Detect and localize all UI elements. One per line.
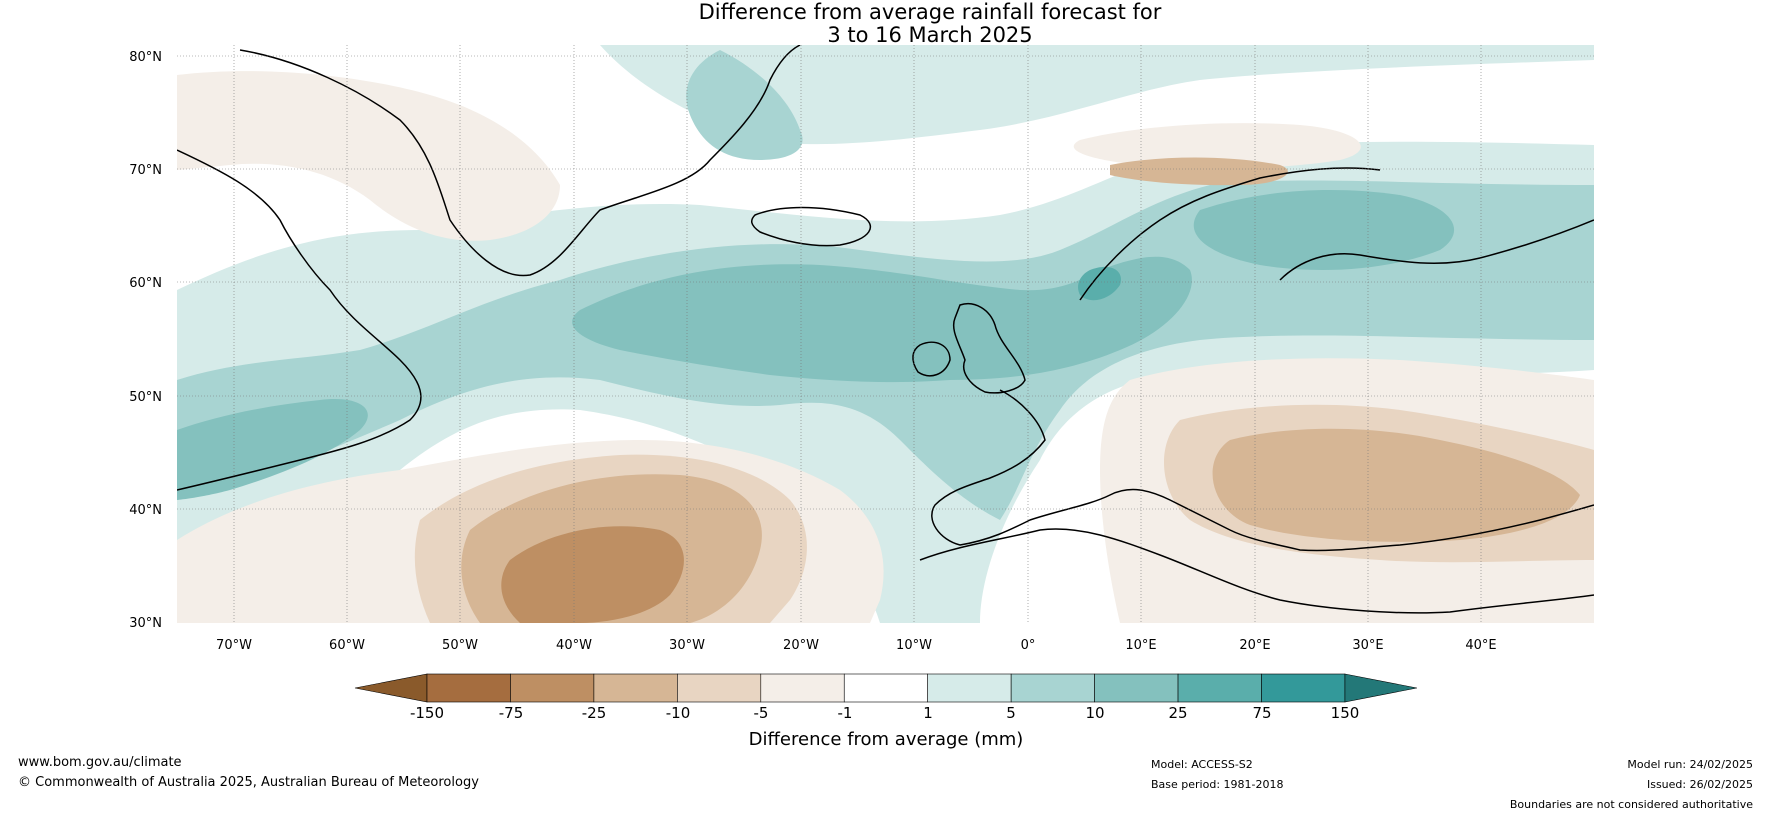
lon-label: 10°E xyxy=(1125,638,1156,653)
colorbar-segment xyxy=(1177,673,1262,703)
colorbar-segment xyxy=(1010,673,1095,703)
colorbar-segment xyxy=(510,673,595,703)
anomaly-region-moderate-dry-europe xyxy=(1212,428,1580,542)
colorbar-segment xyxy=(1094,673,1179,703)
lon-label: 60°W xyxy=(329,638,365,653)
colorbar-tick: 75 xyxy=(1252,704,1271,722)
colorbar-segment xyxy=(1261,673,1346,703)
latitude-labels: 80°N 70°N 60°N 50°N 40°N 30°N xyxy=(129,50,162,631)
website-url: www.bom.gov.au/climate xyxy=(18,755,182,770)
iceland-coast xyxy=(750,206,872,247)
lon-label: 30°E xyxy=(1352,638,1383,653)
greenland-coast xyxy=(239,45,801,277)
colorbar-tick: 10 xyxy=(1085,704,1104,722)
uk-coast xyxy=(953,303,1026,394)
lon-label: 70°W xyxy=(216,638,252,653)
copyright-notice: © Commonwealth of Australia 2025, Austra… xyxy=(18,775,479,790)
colorbar-tick: -10 xyxy=(666,704,691,722)
longitude-labels: 70°W 60°W 50°W 40°W 30°W 20°W 10°W 0° 10… xyxy=(216,638,1497,653)
colorbar-tick: -1 xyxy=(838,704,853,722)
colorbar-tick: -25 xyxy=(582,704,607,722)
anomaly-region-medium-wet-greenland xyxy=(686,50,803,160)
anomaly-region-strong-dry xyxy=(501,526,684,623)
colorbar-segment xyxy=(426,673,511,703)
anomaly-region-strong-wet-scandinavia xyxy=(1193,190,1455,270)
colorbar-segment xyxy=(843,673,928,703)
base-period: Base period: 1981-2018 xyxy=(1151,778,1284,791)
europe-coast xyxy=(931,389,1594,552)
anomaly-region-very-wet xyxy=(1078,266,1121,301)
anomaly-region-moderate-dry-norway xyxy=(1110,157,1288,186)
lat-label: 60°N xyxy=(129,276,162,291)
anomaly-region-light-wet-north xyxy=(600,45,1594,145)
lon-label: 50°W xyxy=(442,638,478,653)
lon-label: 40°W xyxy=(556,638,592,653)
colorbar-tick: 150 xyxy=(1331,704,1360,722)
colorbar-extend-high xyxy=(1344,673,1418,703)
colorbar-tick: -75 xyxy=(499,704,524,722)
anomaly-region-strong-wet xyxy=(572,256,1192,383)
colorbar xyxy=(354,673,1418,703)
lat-label: 80°N xyxy=(129,50,162,65)
colorbar-tick: -150 xyxy=(410,704,444,722)
colorbar-tick: -5 xyxy=(754,704,769,722)
colorbar-segment xyxy=(677,673,762,703)
lon-label: 0° xyxy=(1021,638,1036,653)
lon-label: 20°W xyxy=(783,638,819,653)
coastlines xyxy=(177,45,1594,614)
colorbar-segment xyxy=(927,673,1012,703)
lat-label: 30°N xyxy=(129,616,162,631)
colorbar-segment xyxy=(593,673,678,703)
boundaries-disclaimer: Boundaries are not considered authoritat… xyxy=(1509,798,1753,811)
issued-date: Issued: 26/02/2025 xyxy=(1646,778,1753,791)
anomaly-region-strong-wet-atlantic-canada xyxy=(177,399,368,500)
anomaly-region-slight-dry-greenland xyxy=(177,71,560,241)
colorbar-tick: 1 xyxy=(923,704,933,722)
model-run-date: Model run: 24/02/2025 xyxy=(1627,758,1753,771)
africa-coast xyxy=(919,528,1594,614)
lat-label: 70°N xyxy=(129,163,162,178)
ireland-coast xyxy=(912,341,951,377)
graticule xyxy=(177,45,1594,623)
map-title-line-2: 3 to 16 March 2025 xyxy=(827,23,1033,47)
colorbar-label: Difference from average (mm) xyxy=(749,729,1024,750)
anomaly-region-slight-dry-arctic xyxy=(1073,123,1361,169)
colorbar-segment xyxy=(760,673,845,703)
colorbar-tick: 25 xyxy=(1168,704,1187,722)
lat-label: 50°N xyxy=(129,390,162,405)
colorbar-tick-labels: -150 -75 -25 -10 -5 -1 1 5 10 25 75 150 xyxy=(410,704,1359,722)
lon-label: 20°E xyxy=(1239,638,1270,653)
colorbar-tick: 5 xyxy=(1006,704,1016,722)
canada-coast xyxy=(177,149,422,491)
map-title-line-1: Difference from average rainfall forecas… xyxy=(698,0,1162,24)
colorbar-extend-low xyxy=(354,673,428,703)
rainfall-anomaly-field xyxy=(177,45,1594,623)
lon-label: 30°W xyxy=(669,638,705,653)
lat-label: 40°N xyxy=(129,503,162,518)
lon-label: 40°E xyxy=(1465,638,1496,653)
model-name: Model: ACCESS-S2 xyxy=(1151,758,1253,771)
lon-label: 10°W xyxy=(896,638,932,653)
